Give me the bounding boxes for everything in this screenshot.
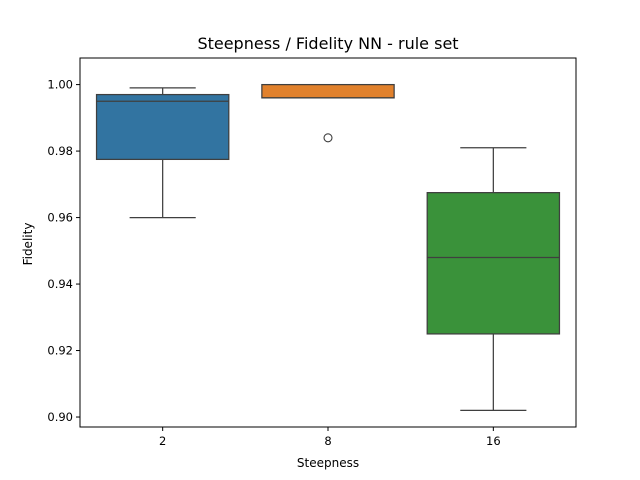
y-axis-label: Fidelity bbox=[21, 223, 35, 266]
x-tick-label: 16 bbox=[486, 434, 501, 448]
y-tick-label: 0.96 bbox=[47, 211, 73, 225]
y-tick-label: 0.90 bbox=[47, 410, 73, 424]
chart-title: Steepness / Fidelity NN - rule set bbox=[197, 34, 458, 53]
y-tick-label: 0.98 bbox=[47, 144, 73, 158]
steepness-16-box bbox=[426, 192, 561, 335]
steepness-8-outlier-0 bbox=[323, 133, 333, 143]
y-tick-label: 0.94 bbox=[47, 277, 73, 291]
y-tick-label: 1.00 bbox=[47, 78, 73, 92]
x-axis-label: Steepness bbox=[297, 456, 359, 470]
x-tick-label: 2 bbox=[159, 434, 166, 448]
steepness-8-box bbox=[261, 83, 395, 99]
y-tick-label: 0.92 bbox=[47, 344, 73, 358]
plot-area: 0.90 0.92 0.94 0.96 0.98 1.00 2 8 16 bbox=[47, 57, 577, 448]
x-tick-label: 8 bbox=[324, 434, 331, 448]
steepness-2-box bbox=[95, 93, 230, 161]
